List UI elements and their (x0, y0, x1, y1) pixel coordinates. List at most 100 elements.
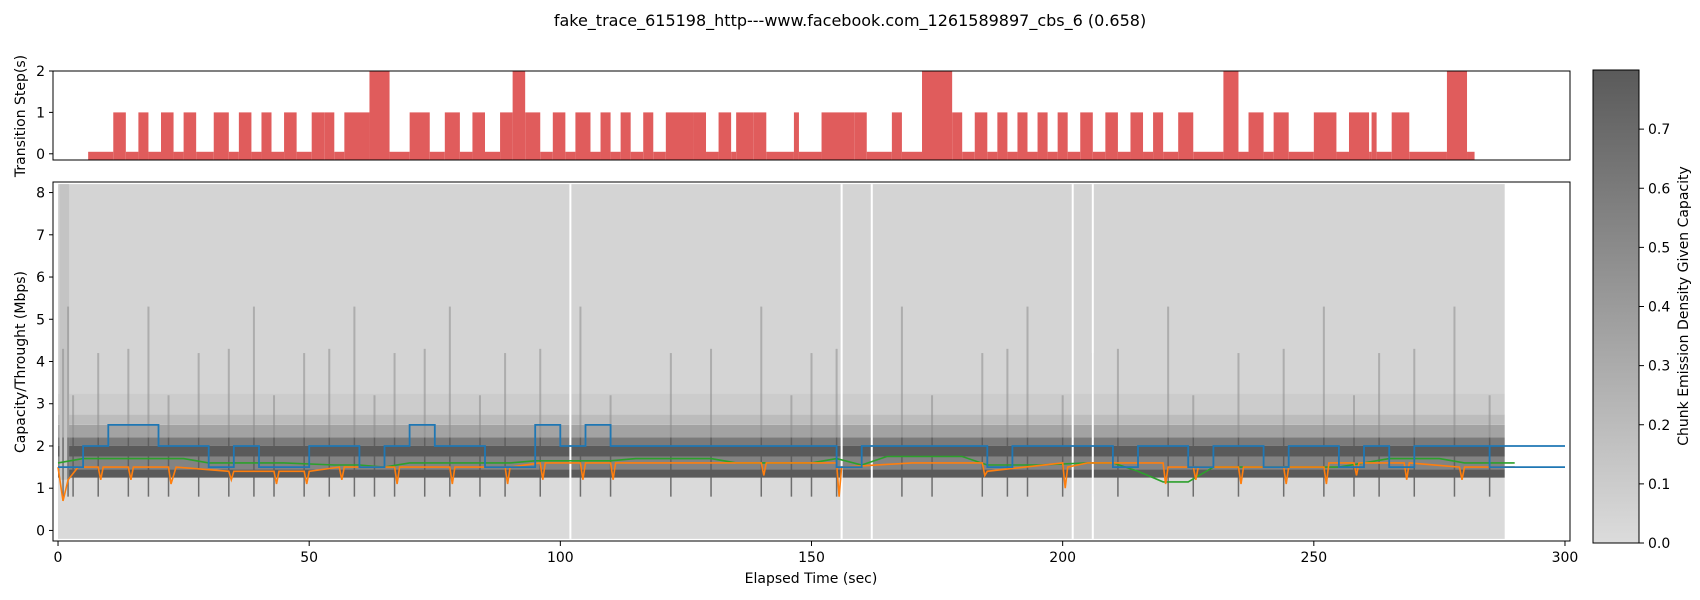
transition-bar (271, 151, 285, 160)
transition-bar (125, 151, 139, 160)
transition-bar (284, 112, 297, 160)
density-spike (328, 437, 331, 497)
transition-bar (500, 112, 513, 160)
transition-bar (296, 151, 312, 160)
transition-bar (540, 151, 553, 160)
density-band (58, 393, 1505, 415)
colorbar-tick-label: 0.0 (1648, 536, 1670, 552)
transition-bar (1238, 151, 1249, 160)
transition-bar (565, 151, 576, 160)
top-panel-frame (52, 70, 1571, 161)
chart-title: fake_trace_615198_http---www.facebook.co… (554, 11, 1146, 31)
main-x-tick-label: 0 (54, 550, 63, 566)
transition-bar (665, 112, 694, 160)
density-spike (1026, 306, 1029, 438)
transition-bar (798, 151, 822, 160)
density-spike (1353, 395, 1356, 438)
density-spike (1282, 348, 1285, 438)
density-spike (579, 306, 582, 438)
main-y-axis-label: Capacity/Throught (Mbps) (13, 271, 29, 453)
transition-bar (952, 112, 963, 160)
density-spike (1453, 306, 1456, 438)
density-spike (328, 348, 331, 438)
transition-bar (183, 112, 197, 160)
transition-bar (962, 151, 975, 160)
density-spike (1116, 348, 1119, 438)
density-band (58, 424, 1505, 438)
density-band (58, 477, 1505, 539)
transition-bar (1163, 151, 1179, 160)
main-x-tick-label: 200 (1049, 550, 1076, 566)
density-spike (127, 348, 130, 438)
transition-bar (1193, 151, 1224, 160)
density-spike (900, 306, 903, 438)
transition-bar (409, 112, 430, 160)
density-spike (1413, 348, 1416, 438)
density-spike (1378, 353, 1381, 438)
transition-bar (731, 151, 737, 160)
density-spike (609, 395, 612, 438)
density-spike (790, 437, 793, 497)
transition-bar (344, 112, 370, 160)
density-spike (835, 348, 838, 438)
transition-bar (1105, 112, 1118, 160)
density-spike (147, 306, 150, 438)
top-y-axis-label: Transition Step(s) (13, 55, 29, 178)
transition-bar (1391, 112, 1410, 160)
transition-bar (1369, 151, 1372, 160)
transition-bar (766, 151, 794, 160)
colorbar-gradient (1592, 69, 1640, 544)
orange-series-line (57, 461, 1515, 502)
transition-bar (138, 112, 149, 160)
capacity-throughput-panel: 0 1 2 3 4 5 6 7 8 0 50 100 150 200 250 300 Capacity/Th… (13, 181, 1578, 587)
main-y-tick-label: 4 (36, 355, 45, 371)
density-spike (931, 437, 933, 497)
transition-bar (1371, 112, 1377, 160)
transition-bar (1047, 151, 1058, 160)
density-spike (981, 437, 984, 497)
density-band (58, 437, 1505, 446)
transition-bar (148, 151, 161, 160)
transition-bar (1348, 112, 1370, 160)
density-spike (227, 348, 230, 438)
density-spike (353, 306, 356, 438)
transition-bar (261, 112, 272, 160)
density-spike (931, 395, 934, 438)
transition-bar (620, 112, 631, 160)
transition-bar (1409, 151, 1447, 160)
transition-bar (324, 112, 335, 160)
density-spike (478, 395, 481, 438)
transition-bar (512, 71, 526, 160)
transition-bar (891, 112, 902, 160)
density-spike (539, 348, 542, 438)
density-band (58, 184, 1505, 394)
transition-bar (1313, 112, 1337, 160)
main-y-tick-label: 0 (36, 523, 45, 539)
density-spike (710, 437, 712, 497)
density-spike (97, 353, 100, 438)
transition-bar (334, 151, 345, 160)
transition-bar (1248, 112, 1264, 160)
colorbar-tick-label: 0.5 (1648, 240, 1670, 256)
transition-bar (693, 112, 707, 160)
transition-bar (389, 151, 410, 160)
transition-bar (1007, 151, 1018, 160)
density-spike (1061, 395, 1064, 438)
transition-bar (444, 112, 460, 160)
density-spike (1322, 306, 1325, 438)
density-band (58, 445, 1505, 457)
transition-bar (429, 151, 445, 160)
transition-bar (1057, 112, 1068, 160)
transition-bar (1223, 71, 1239, 160)
transition-bar (1067, 151, 1081, 160)
colorbar-tick-label: 0.3 (1648, 359, 1670, 375)
transition-bar (160, 112, 174, 160)
density-spike (790, 395, 793, 438)
transition-bar (459, 151, 473, 160)
transition-steps-panel: 0 1 2 Transition Step(s) (13, 55, 1571, 178)
density-band (58, 469, 1505, 478)
colorbar-tick-label: 0.6 (1648, 181, 1670, 197)
transition-bar (718, 112, 732, 160)
density-spike (273, 395, 276, 438)
